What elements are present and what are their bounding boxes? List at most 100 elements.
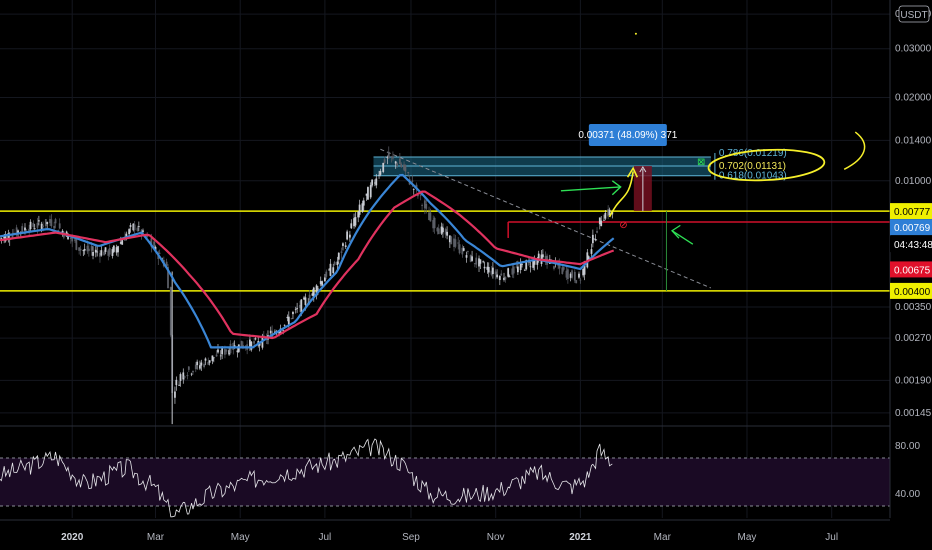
candle-body [74, 239, 76, 241]
candle-body [357, 211, 360, 218]
candle-body [394, 161, 397, 164]
candle-body [236, 350, 239, 353]
candle-body [21, 226, 24, 233]
candle-body [444, 229, 447, 235]
candle-body [211, 355, 214, 362]
price-axis[interactable]: 0.00145 0.00190 0.00270 0.00350 0.01000 0.014… [889, 0, 932, 518]
candle-body [203, 363, 206, 368]
candle-body [400, 163, 403, 168]
candle-body [523, 269, 526, 271]
candle-body [478, 258, 480, 267]
candle-body [225, 349, 228, 352]
candle-body [492, 267, 494, 274]
candle-body [142, 230, 144, 232]
candle-body [192, 370, 194, 373]
candle-body [403, 164, 405, 170]
green-arrow-left-head [671, 224, 681, 239]
candle-body [446, 231, 448, 236]
candle-body [207, 362, 210, 365]
fib-retracement-zone[interactable]: 0.786(0.01219) 0.702(0.01131)0.618(0.0104… [373, 148, 787, 182]
candle-body [398, 158, 401, 165]
candle-body [119, 242, 122, 244]
candle-body [7, 233, 10, 240]
candle-body [240, 340, 243, 348]
time-tick-label: 2021 [569, 532, 592, 543]
time-tick-label: Mar [654, 532, 672, 543]
candle-body [565, 270, 568, 278]
candle-body [490, 270, 493, 275]
dot-mark [634, 32, 637, 35]
price-tag-label: 0.00675 [894, 265, 931, 276]
candle-body [558, 262, 561, 269]
candle-body [290, 318, 293, 320]
candle-body [278, 332, 280, 334]
candle-body [107, 250, 110, 256]
candle-body [174, 391, 176, 398]
candle-body [432, 220, 435, 229]
level-tag [890, 203, 932, 220]
candle-body [108, 248, 111, 255]
candle-body [373, 182, 376, 184]
candle-body [550, 259, 553, 260]
candle-body [3, 235, 6, 239]
candle-body [194, 364, 197, 369]
candle-body [504, 277, 507, 280]
candle-body [475, 257, 478, 265]
hand-drawings[interactable]: ⊘⊠ [560, 32, 866, 291]
green-arrow-left-shaft [671, 230, 694, 245]
candle-body [182, 372, 185, 380]
candle-body [533, 259, 536, 265]
candle-body [553, 266, 555, 269]
candle-body [219, 355, 222, 357]
candle-body [317, 288, 319, 290]
candle-body [282, 330, 285, 332]
candle-body [607, 209, 610, 217]
candle-body [404, 164, 407, 172]
candle-body [53, 225, 56, 229]
candle-body [442, 227, 444, 233]
candle-body [344, 245, 347, 247]
candle-body [78, 247, 81, 251]
candle-body [521, 264, 523, 265]
candle-body [512, 266, 515, 274]
candle-body [579, 279, 582, 281]
candle-body [467, 250, 469, 252]
grid [0, 0, 890, 518]
rsi-tick-label: 80.00 [895, 441, 920, 452]
candle-body [212, 357, 215, 359]
fib-level-label: 0.702(0.01131) [719, 161, 786, 172]
candle-body [500, 273, 503, 276]
candle-body [17, 230, 19, 234]
ma-slow-line [0, 190, 615, 340]
candle-body [428, 212, 430, 221]
fib-level-label: 0.786(0.01219) [719, 148, 787, 159]
candle-body [578, 273, 580, 278]
moving-averages [0, 173, 615, 349]
candle-body [379, 170, 382, 175]
candle-body [250, 341, 253, 350]
projection-curve [608, 171, 634, 218]
price-tag-label: 04:43:48 [894, 240, 932, 251]
candle-body [454, 239, 457, 247]
candle-body [469, 255, 472, 262]
candle-body [411, 180, 414, 182]
candle-body [382, 162, 385, 172]
descending-trendline[interactable] [380, 148, 712, 289]
candle-body [496, 274, 498, 278]
unit-label: USDT [900, 10, 927, 21]
candle-body [153, 241, 156, 249]
candle-body [183, 376, 186, 378]
time-axis[interactable]: 2020 Mar May Jul Sep Nov 2021 Mar May Jul [0, 519, 890, 543]
horizontal-levels[interactable] [0, 210, 890, 292]
candle-body [33, 228, 36, 230]
candle-body [196, 361, 199, 366]
candle-body [28, 228, 31, 233]
candle-body [312, 287, 315, 297]
candle-body [165, 261, 168, 266]
candle-body [573, 271, 576, 281]
candle-body [569, 273, 572, 278]
measure-tool[interactable]: 0.00371 (48.09%) 371 [578, 123, 678, 212]
candle-body [329, 263, 332, 276]
level-tag-label: 0.00400 [894, 287, 931, 298]
